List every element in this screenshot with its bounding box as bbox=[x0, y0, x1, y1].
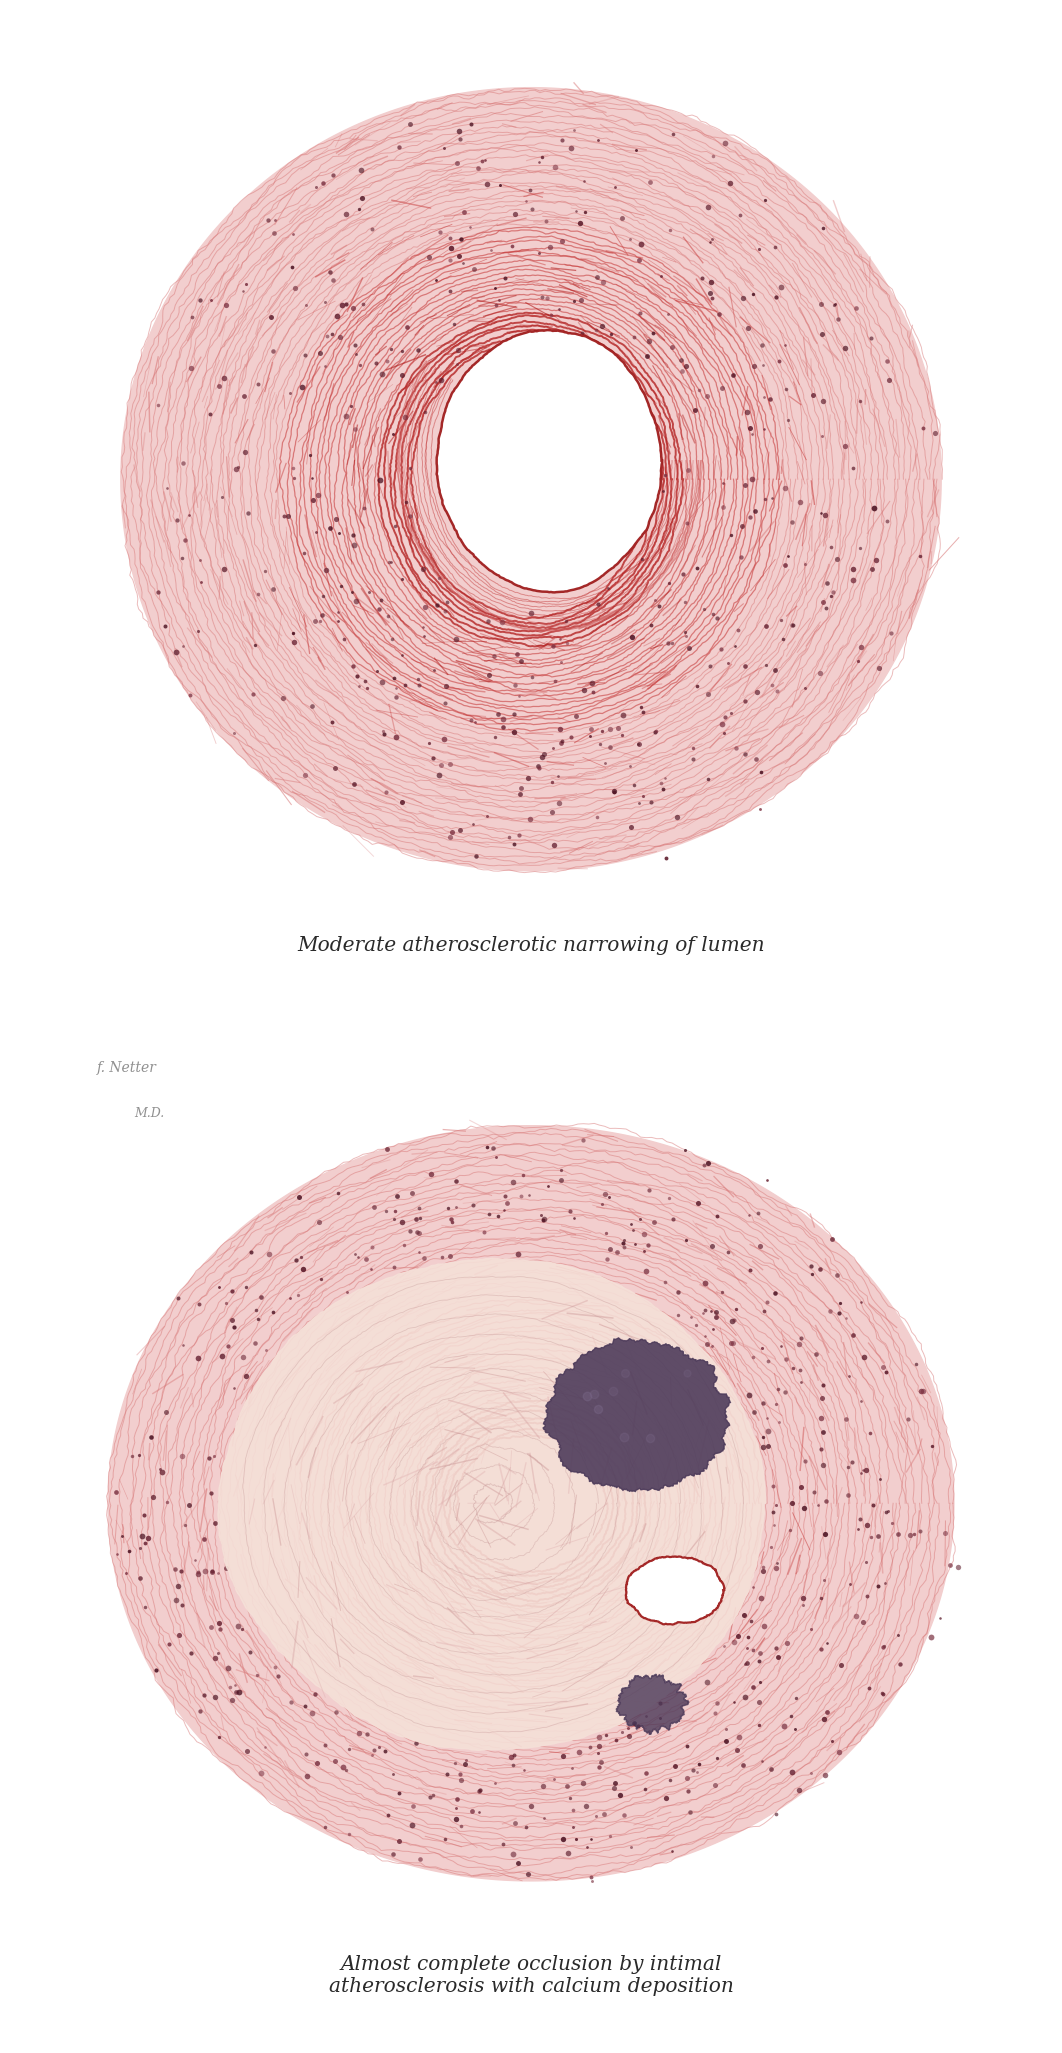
Text: Almost complete occlusion by intimal
atherosclerosis with calcium deposition: Almost complete occlusion by intimal ath… bbox=[328, 1954, 734, 1996]
Text: M.D.: M.D. bbox=[135, 1107, 165, 1119]
Polygon shape bbox=[626, 1556, 724, 1624]
Polygon shape bbox=[218, 1258, 766, 1751]
Polygon shape bbox=[436, 331, 663, 593]
Polygon shape bbox=[543, 1339, 731, 1490]
Text: Moderate atherosclerotic narrowing of lumen: Moderate atherosclerotic narrowing of lu… bbox=[297, 936, 765, 955]
Polygon shape bbox=[616, 1673, 689, 1735]
Polygon shape bbox=[121, 88, 941, 870]
Text: f. Netter: f. Netter bbox=[97, 1061, 156, 1076]
Polygon shape bbox=[108, 1125, 954, 1881]
